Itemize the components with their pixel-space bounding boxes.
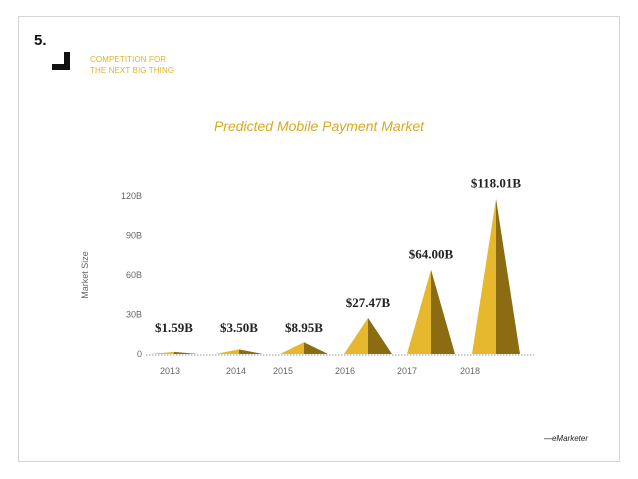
pyramid-bar-light-face [280,342,304,354]
y-tick-label: 120B [121,191,142,201]
pyramid-bar-light-face [215,349,239,354]
pyramid-bar-dark-face [431,269,455,354]
slide-number: 5. [34,32,47,49]
x-tick-label: 2015 [273,366,293,376]
x-tick-label: 2013 [160,366,180,376]
pyramid-bar-dark-face [239,349,263,354]
y-tick-label: 60B [126,270,142,280]
data-label: $3.50B [220,320,258,335]
y-tick-label: 90B [126,231,142,241]
y-axis-label: Market Size [80,251,90,299]
data-label: $8.95B [285,320,323,335]
y-tick-label: 0 [137,349,142,359]
source-credit: —eMarketer [543,434,588,443]
x-tick-label: 2016 [335,366,355,376]
section-title-line-2: THE NEXT BIG THING [90,66,175,75]
x-tick-label: 2014 [226,366,246,376]
section-title: COMPETITION FOR THE NEXT BIG THING [90,54,174,76]
pyramid-bar-light-face [407,269,431,354]
pyramid-bar-dark-face [496,198,520,354]
chart-heading: Predicted Mobile Payment Market [213,118,425,134]
pyramid-bar-light-face [472,198,496,354]
data-label: $1.59B [155,320,193,335]
pyramid-bar-light-face [344,317,368,354]
section-title-line-1: COMPETITION FOR [90,55,167,64]
corner-bracket-icon [52,52,70,70]
x-tick-label: 2018 [460,366,480,376]
slide-frame [18,16,620,462]
pyramid-bar-dark-face [174,351,198,354]
data-label: $64.00B [409,247,454,262]
y-tick-label: 30B [126,310,142,320]
pyramid-bar-light-face [150,351,174,354]
x-tick-label: 2017 [397,366,417,376]
data-label: $118.01B [471,176,522,191]
pyramid-bar-dark-face [304,342,328,354]
data-label: $27.47B [346,295,391,310]
pyramid-bar-dark-face [368,317,392,354]
